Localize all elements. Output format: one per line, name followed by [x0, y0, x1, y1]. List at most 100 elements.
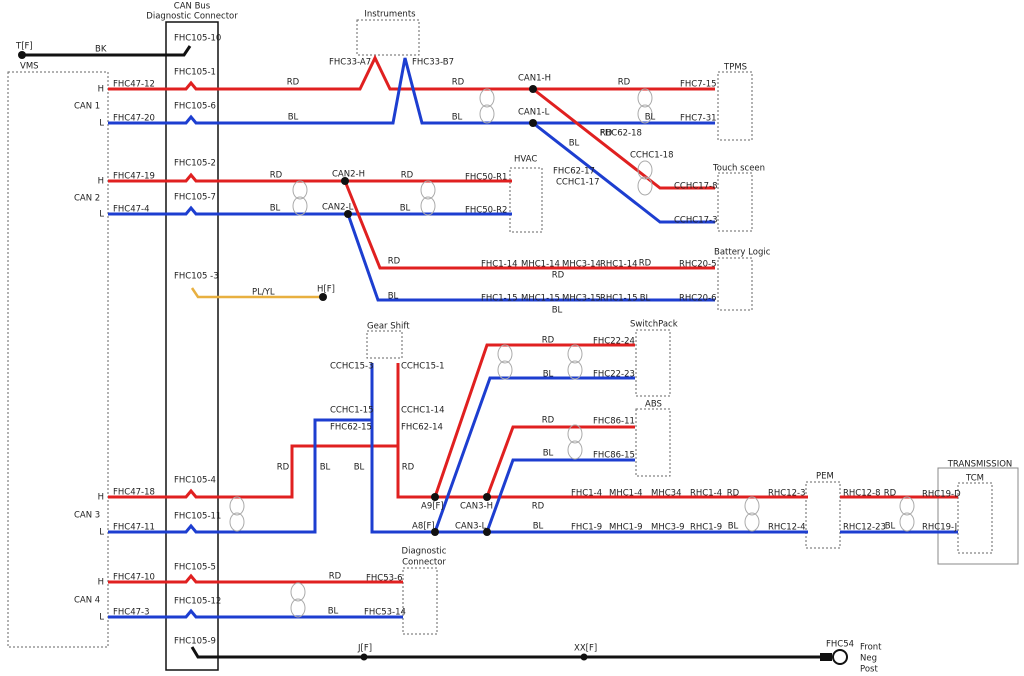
twist-loop: [229, 512, 245, 532]
label: BK: [95, 45, 107, 55]
label: TCM: [965, 474, 984, 484]
label: MHC3-9: [651, 523, 685, 533]
twist-loop: [567, 360, 583, 380]
label: FHC105-12: [174, 597, 221, 607]
label: FHC105 -3: [174, 272, 219, 282]
label: RHC1-15: [600, 294, 638, 304]
label: CAN2-L: [322, 203, 354, 213]
label: MHC1-14: [521, 260, 560, 270]
label: FHC7-31: [680, 114, 717, 124]
label: FHC105-10: [174, 34, 221, 44]
label: L: [99, 613, 104, 623]
label: XX[F]: [574, 644, 597, 654]
label: FHC53-6: [366, 574, 403, 584]
label: BL: [645, 113, 656, 123]
twist-loop: [899, 496, 915, 516]
label: RHC1-9: [690, 523, 722, 533]
label: FHC47-19: [113, 172, 155, 182]
label: CAN3-H: [460, 502, 493, 512]
label: MHC1-4: [609, 489, 643, 499]
label: RD: [600, 129, 613, 139]
label: RHC12-4: [768, 523, 806, 533]
label: H: [98, 177, 104, 187]
label: BL: [452, 113, 463, 123]
label: RD: [727, 489, 740, 499]
label: CCHC17-3: [674, 216, 718, 226]
label: L: [99, 528, 104, 538]
twist-loop: [899, 512, 915, 532]
label: A8[F]: [412, 522, 435, 532]
label: PL/YL: [252, 288, 275, 298]
label: Diagnostic Connector: [146, 12, 238, 22]
label: FHC62-15: [330, 423, 372, 433]
label: BL: [388, 292, 399, 302]
label: Gear Shift: [367, 322, 410, 332]
boxes: [7, 19, 1019, 671]
label: FHC105-7: [174, 193, 216, 203]
label: CAN 4: [74, 596, 100, 606]
label: FHC7-15: [680, 80, 717, 90]
twist-loop: [567, 440, 583, 460]
label: ABS: [645, 400, 662, 410]
twist-loop: [420, 196, 436, 216]
label: RD: [639, 259, 652, 269]
label: FHC105-6: [174, 102, 216, 112]
label: BL: [270, 204, 281, 214]
label: Diagnostic: [402, 547, 447, 557]
label: MHC1-15: [521, 294, 560, 304]
label: Touch sceen: [712, 164, 765, 174]
twist-loop: [637, 160, 653, 180]
label: RHC12-23: [843, 523, 886, 533]
label: BL: [320, 463, 331, 473]
label: CCHC1-14: [401, 406, 445, 416]
label: FHC47-18: [113, 488, 155, 498]
label: FHC33-A7: [329, 58, 371, 68]
label: CAN 2: [74, 194, 100, 204]
wires: [18, 45, 958, 665]
label: FHC47-10: [113, 573, 155, 583]
twist-loop: [497, 360, 513, 380]
label: RHC19-D: [922, 490, 961, 500]
label: CCHC17-8: [674, 182, 718, 192]
label: Neg: [860, 654, 877, 664]
label: CAN2-H: [332, 170, 365, 180]
label: FHC47-3: [113, 608, 150, 618]
label: BL: [543, 370, 554, 380]
label: SwitchPack: [630, 320, 678, 330]
label: FHC33-B7: [412, 58, 454, 68]
label: BL: [885, 522, 896, 532]
label: RD: [552, 271, 565, 281]
label: RD: [329, 572, 342, 582]
label: FHC53-14: [364, 608, 406, 618]
label: FHC105-2: [174, 159, 216, 169]
label: FHC50-R1: [465, 173, 507, 183]
label: FHC62-18: [600, 129, 642, 139]
label: BL: [354, 463, 365, 473]
label: BL: [552, 306, 563, 316]
twist-symbols: [229, 88, 915, 618]
twist-loop: [479, 104, 495, 124]
label: FHC105-11: [174, 512, 221, 522]
label: BL: [640, 294, 651, 304]
label: CCHC15-1: [401, 362, 445, 372]
label: VMS: [20, 62, 39, 72]
label: Connector: [402, 558, 446, 568]
label: RD: [287, 78, 300, 88]
label: BL: [288, 113, 299, 123]
label: J[F]: [357, 644, 372, 654]
label: CAN Bus: [174, 2, 211, 12]
label: TPMS: [723, 63, 747, 73]
label: RD: [542, 336, 555, 346]
label: Front: [860, 643, 882, 653]
label: CAN3-L: [455, 522, 487, 532]
label: FHC86-15: [593, 451, 635, 461]
label: A9[F]: [421, 502, 444, 512]
label: RD: [388, 257, 401, 267]
label: FHC86-11: [593, 417, 635, 427]
label: PEM: [816, 472, 834, 482]
label: MHC34: [651, 489, 681, 499]
label: BL: [728, 522, 739, 532]
label: RHC12-3: [768, 489, 806, 499]
twist-loop: [567, 424, 583, 444]
label: FHC62-14: [401, 423, 443, 433]
